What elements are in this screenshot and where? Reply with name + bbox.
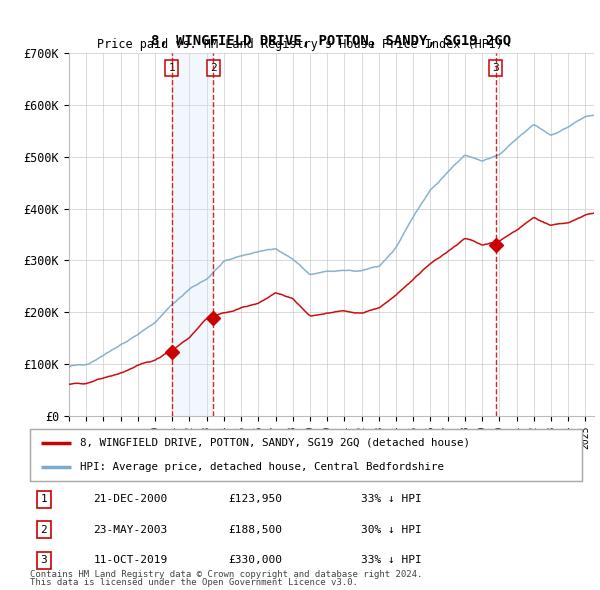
Text: 33% ↓ HPI: 33% ↓ HPI [361, 555, 422, 565]
Text: 2: 2 [210, 63, 217, 73]
Text: 11-OCT-2019: 11-OCT-2019 [94, 555, 168, 565]
Text: This data is licensed under the Open Government Licence v3.0.: This data is licensed under the Open Gov… [30, 578, 358, 587]
Text: 8, WINGFIELD DRIVE, POTTON, SANDY, SG19 2GQ (detached house): 8, WINGFIELD DRIVE, POTTON, SANDY, SG19 … [80, 438, 470, 448]
Text: 1: 1 [40, 494, 47, 504]
Text: Price paid vs. HM Land Registry's House Price Index (HPI): Price paid vs. HM Land Registry's House … [97, 38, 503, 51]
Text: 33% ↓ HPI: 33% ↓ HPI [361, 494, 422, 504]
Text: £188,500: £188,500 [229, 525, 283, 535]
Title: 8, WINGFIELD DRIVE, POTTON, SANDY, SG19 2GQ: 8, WINGFIELD DRIVE, POTTON, SANDY, SG19 … [151, 34, 512, 48]
Text: 23-MAY-2003: 23-MAY-2003 [94, 525, 168, 535]
Text: HPI: Average price, detached house, Central Bedfordshire: HPI: Average price, detached house, Cent… [80, 462, 443, 472]
Text: Contains HM Land Registry data © Crown copyright and database right 2024.: Contains HM Land Registry data © Crown c… [30, 570, 422, 579]
Text: 21-DEC-2000: 21-DEC-2000 [94, 494, 168, 504]
Text: £123,950: £123,950 [229, 494, 283, 504]
Text: 3: 3 [492, 63, 499, 73]
Text: 3: 3 [40, 555, 47, 565]
Text: £330,000: £330,000 [229, 555, 283, 565]
Text: 30% ↓ HPI: 30% ↓ HPI [361, 525, 422, 535]
Bar [172, 53, 214, 416]
Text: 1: 1 [169, 63, 175, 73]
Text: 2: 2 [40, 525, 47, 535]
